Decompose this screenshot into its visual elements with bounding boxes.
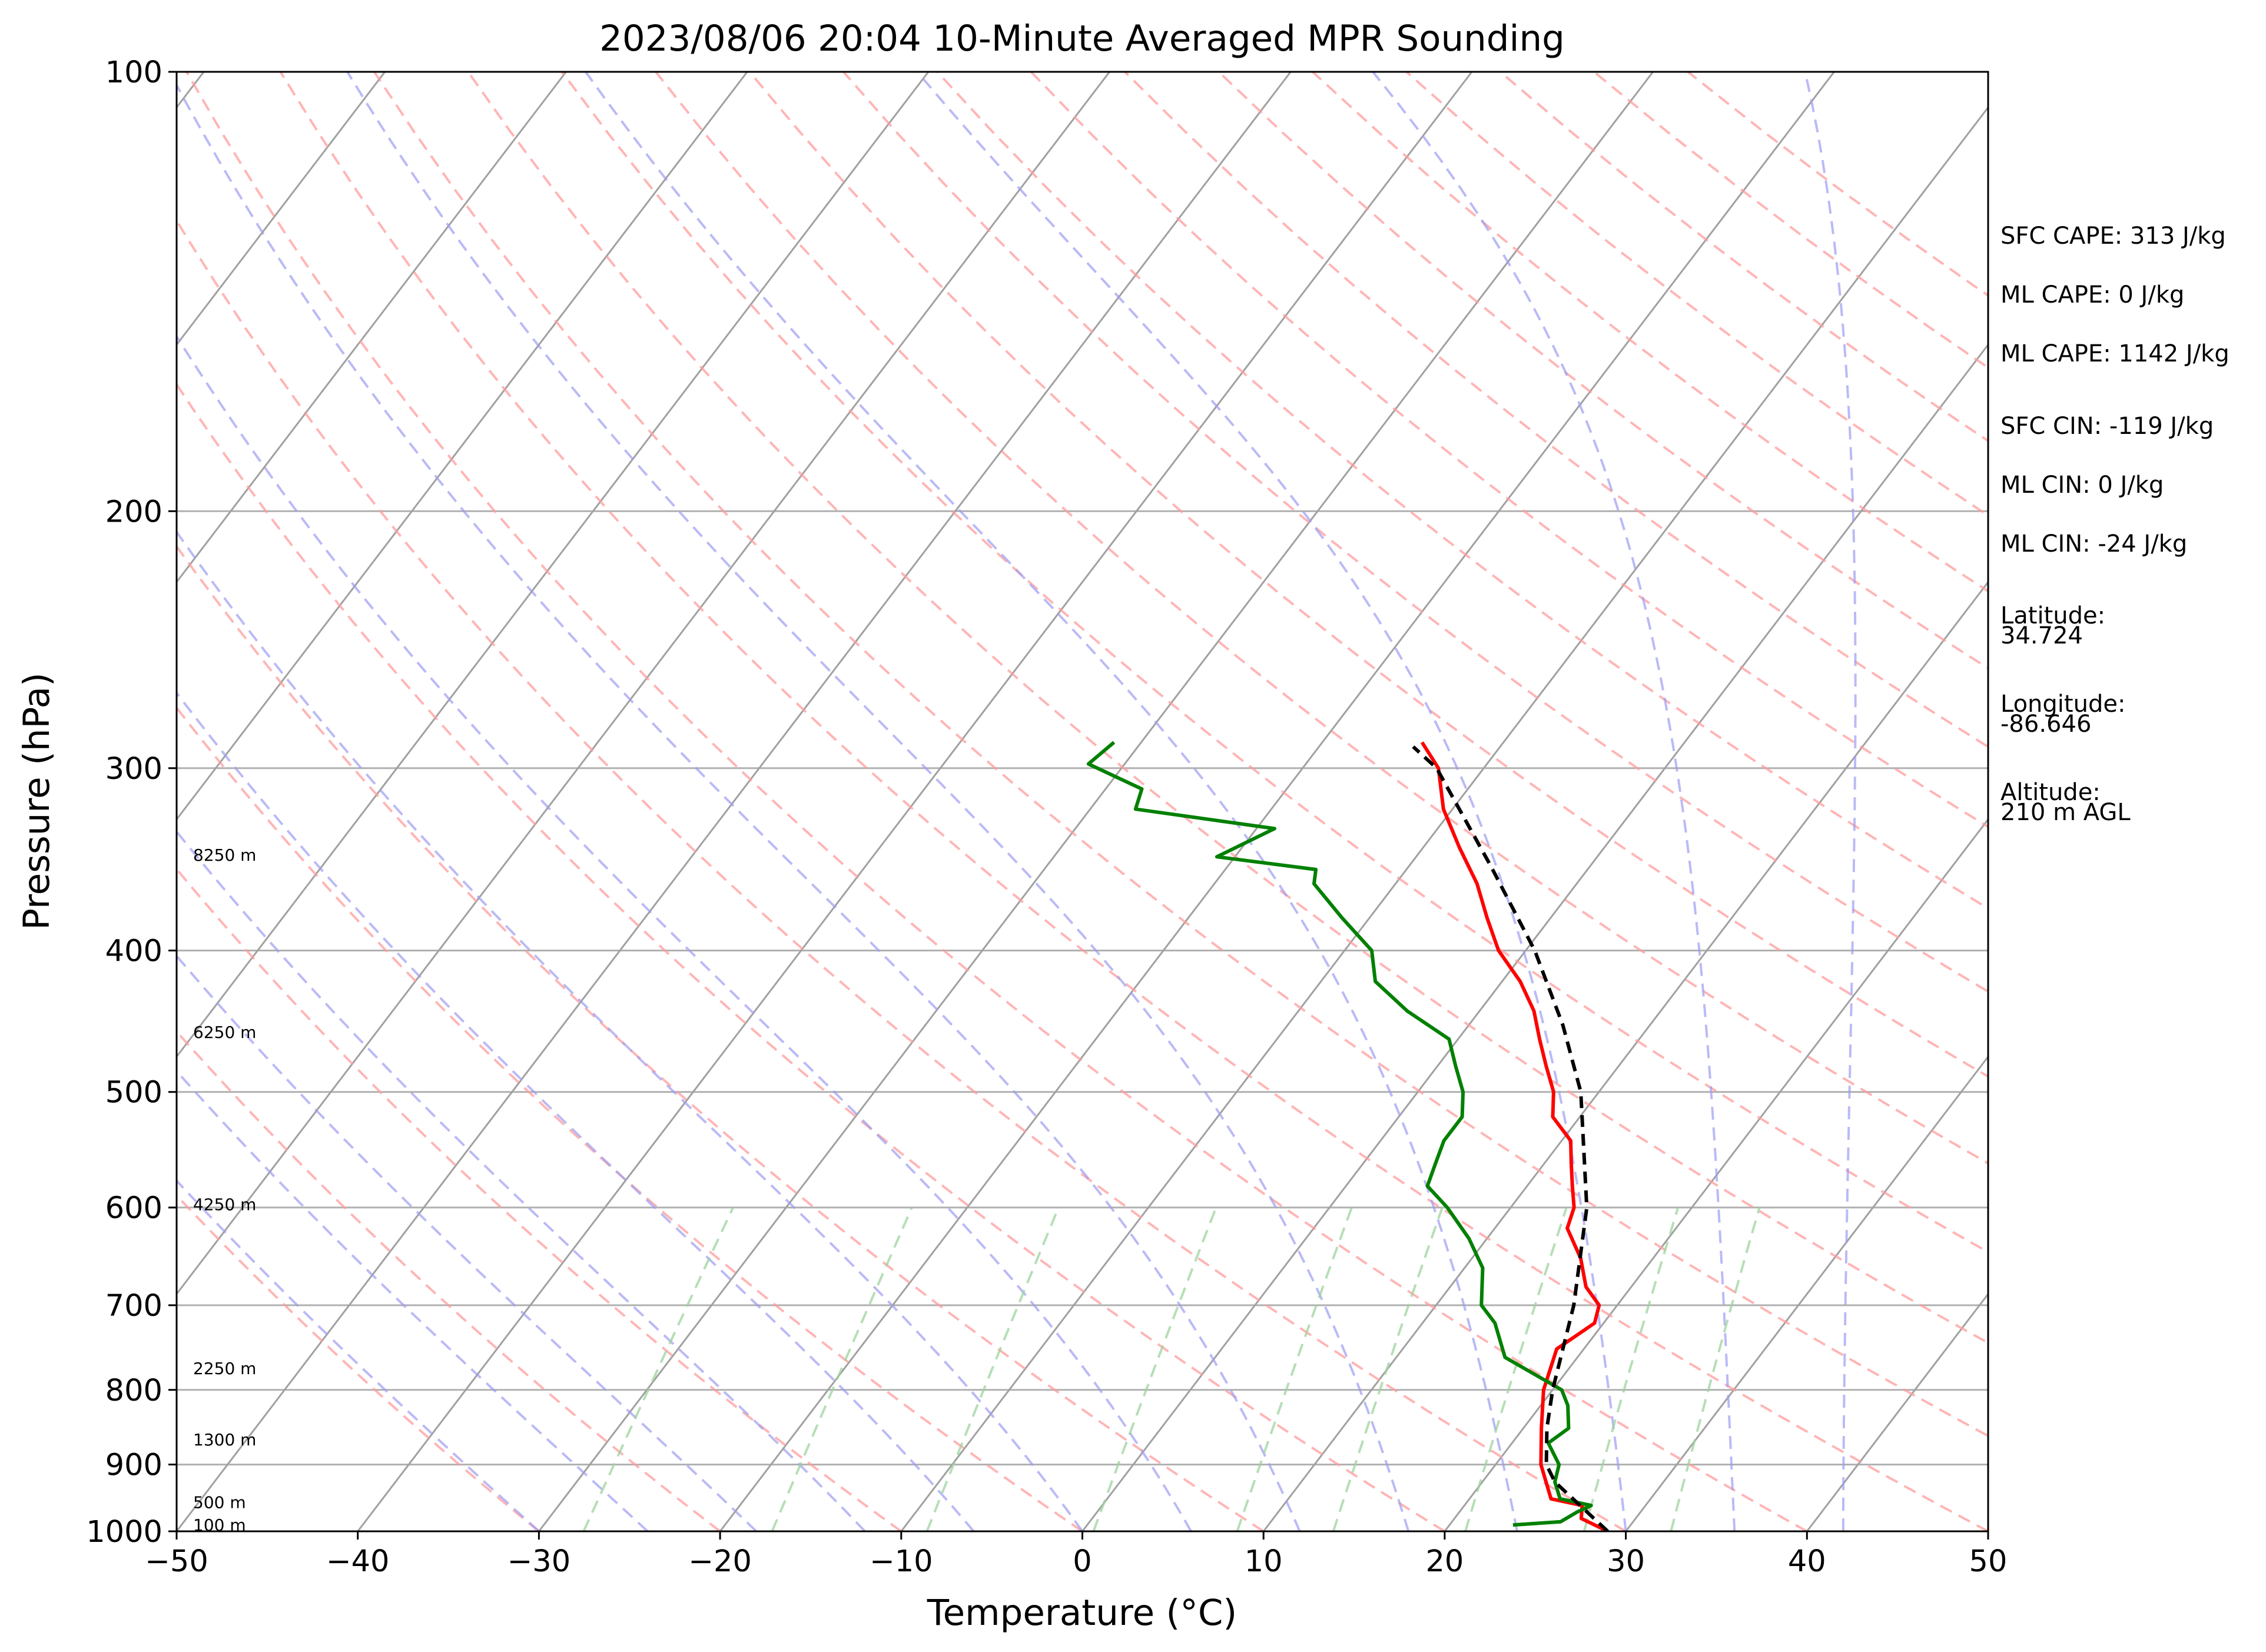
x-tick-label: 30 bbox=[1607, 1544, 1645, 1579]
x-tick-label: 40 bbox=[1788, 1544, 1826, 1579]
profile-line-0 bbox=[1420, 741, 1609, 1531]
moist-adiabat bbox=[177, 830, 866, 1531]
mixing-ratio-line bbox=[1236, 1207, 1353, 1531]
isotherm-line bbox=[900, 105, 1988, 1531]
x-tick-label: 50 bbox=[1969, 1544, 2008, 1579]
dry-adiabat bbox=[185, 72, 1808, 1531]
dry-adiabat bbox=[655, 72, 1988, 1165]
info-line: -86.646 bbox=[2000, 711, 2091, 738]
isotherm-line bbox=[177, 72, 1110, 1296]
y-axis-title: Pressure (hPa) bbox=[16, 672, 58, 930]
moist-adiabat bbox=[177, 530, 1084, 1531]
info-line: 34.724 bbox=[2000, 622, 2083, 649]
dry-adiabat bbox=[177, 382, 1445, 1531]
info-line: ML CAPE: 0 J/kg bbox=[2000, 281, 2184, 308]
mixing-ratio-line bbox=[771, 1207, 913, 1531]
height-label: 6250 m bbox=[193, 1023, 256, 1042]
info-line: SFC CIN: -119 J/kg bbox=[2000, 413, 2214, 440]
isotherm-line bbox=[1444, 818, 1988, 1531]
dry-adiabat bbox=[279, 72, 1988, 1531]
y-tick-label: 700 bbox=[105, 1289, 162, 1323]
moist-adiabat bbox=[346, 72, 1410, 1531]
moist-adiabat bbox=[177, 82, 1301, 1531]
background-lines bbox=[177, 72, 1988, 1531]
dry-adiabat bbox=[177, 544, 1265, 1531]
dry-adiabat bbox=[560, 72, 1988, 1253]
x-tick-label: −50 bbox=[145, 1544, 208, 1579]
moist-adiabat bbox=[1372, 72, 1736, 1531]
sounding-profiles bbox=[1086, 741, 1609, 1531]
moist-adiabat bbox=[1804, 72, 1857, 1531]
y-tick-label: 200 bbox=[105, 495, 162, 529]
mixing-ratio-line bbox=[1464, 1207, 1568, 1531]
isotherm-line bbox=[538, 72, 1654, 1531]
profile-line-1 bbox=[1086, 741, 1593, 1527]
x-tick-label: −40 bbox=[326, 1544, 390, 1579]
x-tick-label: 0 bbox=[1073, 1544, 1091, 1579]
y-tick-label: 600 bbox=[105, 1191, 162, 1226]
y-tick-label: 400 bbox=[105, 934, 162, 969]
height-label: 8250 m bbox=[193, 845, 256, 865]
y-tick-label: 500 bbox=[105, 1076, 162, 1110]
height-label: 1300 m bbox=[193, 1430, 256, 1449]
dry-adiabat bbox=[467, 72, 1988, 1345]
x-tick-label: −20 bbox=[688, 1544, 752, 1579]
isotherm-line bbox=[1081, 343, 1988, 1531]
moist-adiabat bbox=[177, 954, 758, 1531]
moist-adiabat bbox=[585, 72, 1518, 1531]
y-tick-label: 300 bbox=[105, 752, 162, 787]
dry-adiabat bbox=[177, 218, 1627, 1531]
x-tick-label: −30 bbox=[507, 1544, 571, 1579]
isotherm-line bbox=[177, 72, 748, 821]
info-line: Altitude: bbox=[2000, 779, 2101, 806]
isotherm-line bbox=[177, 72, 386, 347]
mixing-ratio-line bbox=[1670, 1207, 1761, 1531]
moist-adiabat bbox=[177, 1179, 540, 1531]
height-label: 500 m bbox=[193, 1492, 246, 1512]
isotherm-line bbox=[719, 72, 1835, 1531]
mixing-ratio-line bbox=[1582, 1207, 1680, 1531]
x-tick-label: −10 bbox=[870, 1544, 933, 1579]
info-line: ML CIN: -24 J/kg bbox=[2000, 530, 2187, 558]
x-tick-label: 20 bbox=[1425, 1544, 1464, 1579]
y-tick-label: 100 bbox=[105, 55, 162, 90]
x-tick-label: 10 bbox=[1245, 1544, 1283, 1579]
isotherm-line bbox=[177, 72, 930, 1059]
isotherm-line bbox=[177, 72, 567, 584]
moist-adiabat bbox=[177, 1069, 649, 1531]
dry-adiabat bbox=[748, 72, 1988, 1078]
y-axis: 100 200 300 400 500 600 700 800 900 1000 bbox=[86, 55, 177, 1550]
info-line: Longitude: bbox=[2000, 691, 2125, 718]
isotherm-line bbox=[1263, 580, 1988, 1531]
y-tick-label: 900 bbox=[105, 1448, 162, 1483]
dry-adiabat bbox=[936, 72, 1988, 910]
info-line: ML CAPE: 1142 J/kg bbox=[2000, 340, 2229, 367]
info-line: ML CIN: 0 J/kg bbox=[2000, 472, 2164, 499]
parameters-panel: SFC CAPE: 313 J/kg ML CAPE: 0 J/kg ML CAPE… bbox=[2000, 223, 2229, 826]
mixing-ratio-line bbox=[1332, 1207, 1444, 1531]
mixing-ratio-line bbox=[582, 1207, 734, 1531]
mixing-ratio-line bbox=[925, 1207, 1060, 1531]
moist-adiabat bbox=[177, 334, 1192, 1531]
x-axis: −50 −40 −30 −20 −10 0 10 20 30 40 50 bbox=[145, 1531, 2007, 1579]
y-tick-label: 1000 bbox=[86, 1515, 162, 1550]
height-label: 4250 m bbox=[193, 1195, 256, 1215]
height-label: 2250 m bbox=[193, 1359, 256, 1378]
isotherm-line bbox=[1625, 1055, 1988, 1531]
info-line: 210 m AGL bbox=[2000, 799, 2131, 826]
mixing-ratio-line bbox=[1092, 1207, 1217, 1531]
dry-adiabat bbox=[1124, 72, 1988, 748]
info-line: SFC CAPE: 313 J/kg bbox=[2000, 223, 2226, 250]
chart-title: 2023/08/06 20:04 10-Minute Averaged MPR … bbox=[599, 18, 1565, 59]
x-axis-title: Temperature (°C) bbox=[927, 1592, 1237, 1634]
dry-adiabat bbox=[373, 72, 1988, 1438]
y-tick-label: 800 bbox=[105, 1374, 162, 1408]
isotherm-line bbox=[177, 72, 1292, 1531]
dry-adiabat bbox=[177, 1030, 721, 1531]
info-line: Latitude: bbox=[2000, 602, 2105, 629]
isotherm-line bbox=[357, 72, 1473, 1531]
